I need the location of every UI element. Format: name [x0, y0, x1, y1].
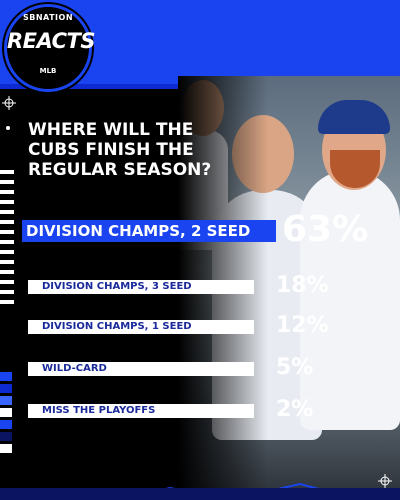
decor-tick — [0, 290, 14, 294]
logo-main-text: REACTS — [7, 29, 95, 53]
result-label: WILD-CARD — [42, 363, 107, 374]
decor-tick — [0, 260, 14, 264]
result-bar — [28, 404, 254, 418]
result-percent: 2% — [276, 397, 314, 422]
bottom-bar — [0, 488, 400, 500]
decor-tick — [0, 210, 14, 214]
decor-square — [0, 444, 12, 453]
decor-dot — [6, 126, 10, 130]
decor-ticks — [0, 170, 16, 310]
result-label: DIVISION CHAMPS, 1 SEED — [42, 321, 192, 332]
decor-square — [0, 384, 12, 393]
decor-square — [0, 372, 12, 381]
decor-tick — [0, 240, 14, 244]
logo-bottom-text: MLB — [39, 67, 57, 75]
logo-top-text: SBNATION — [22, 13, 74, 22]
result-percent: 12% — [276, 313, 329, 338]
crosshair-bottom-icon — [378, 474, 392, 488]
result-bar — [28, 280, 254, 294]
decor-tick — [0, 200, 14, 204]
poll-question: WHERE WILL THE CUBS FINISH THE REGULAR S… — [28, 120, 212, 180]
decor-squares — [0, 372, 12, 456]
result-percent: 63% — [282, 209, 369, 250]
decor-tick — [0, 250, 14, 254]
decor-square — [0, 420, 12, 429]
result-label: DIVISION CHAMPS, 2 SEED — [26, 222, 251, 240]
result-percent: 5% — [276, 355, 314, 380]
sbnation-reacts-logo: SBNATION REACTS MLB — [4, 4, 95, 92]
player-figure-right — [300, 170, 400, 430]
decor-tick — [0, 270, 14, 274]
decor-tick — [0, 180, 14, 184]
result-label: MISS THE PLAYOFFS — [42, 405, 156, 416]
result-label: DIVISION CHAMPS, 3 SEED — [42, 281, 192, 292]
crosshair-icon — [2, 96, 16, 110]
result-percent: 18% — [276, 273, 329, 298]
decor-tick — [0, 170, 14, 174]
decor-square — [0, 396, 12, 405]
decor-tick — [0, 220, 14, 224]
decor-square — [0, 408, 12, 417]
decor-tick — [0, 300, 14, 304]
decor-tick — [0, 280, 14, 284]
result-bar — [28, 362, 254, 376]
decor-square — [0, 432, 12, 441]
result-bar — [28, 320, 254, 334]
result-bar — [22, 220, 276, 242]
player-cap — [318, 100, 390, 134]
decor-tick — [0, 190, 14, 194]
decor-tick — [0, 230, 14, 234]
